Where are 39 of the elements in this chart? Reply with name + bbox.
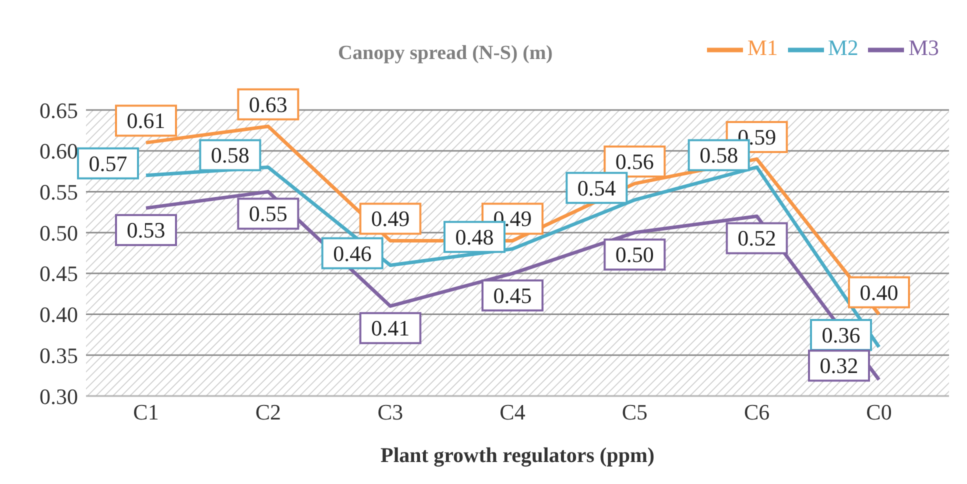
x-tick-label: C2 (255, 400, 282, 425)
data-label: 0.41 (371, 316, 410, 341)
y-tick-label: 0.60 (40, 138, 78, 164)
x-tick-label: C3 (377, 400, 404, 425)
y-tick-label: 0.40 (40, 302, 78, 328)
x-tick-label: C4 (500, 400, 526, 425)
data-label: 0.54 (577, 175, 616, 200)
data-label: 0.63 (248, 92, 288, 117)
x-axis-title: Plant growth regulators (ppm) (380, 443, 654, 467)
data-label: 0.52 (738, 226, 776, 251)
data-label: 0.53 (126, 218, 166, 243)
data-label: 0.40 (860, 280, 898, 305)
chart-title: Canopy spread (N-S) (m) (338, 42, 553, 65)
y-tick-label: 0.65 (40, 98, 78, 123)
y-tick-label: 0.55 (40, 180, 78, 205)
data-label: 0.45 (493, 282, 532, 308)
x-tick-label: C1 (133, 400, 159, 425)
data-label: 0.57 (88, 150, 128, 176)
x-tick-label: C5 (622, 400, 648, 425)
data-label: 0.55 (248, 201, 288, 226)
legend-label: M2 (828, 35, 858, 60)
data-label: 0.46 (333, 240, 372, 266)
data-label: 0.32 (820, 353, 858, 378)
data-label: 0.56 (615, 149, 654, 174)
x-tick-label: C0 (866, 400, 892, 425)
y-tick-label: 0.30 (40, 384, 78, 409)
legend-label: M1 (747, 35, 778, 60)
data-label: 0.58 (210, 142, 250, 168)
data-label: 0.61 (126, 108, 166, 134)
legend-label: M3 (908, 35, 939, 60)
data-label: 0.36 (822, 322, 860, 348)
y-tick-label: 0.50 (40, 220, 78, 246)
x-tick-label: C6 (744, 400, 770, 425)
data-label: 0.48 (455, 224, 494, 250)
y-tick-label: 0.45 (40, 261, 78, 286)
data-label: 0.49 (371, 206, 410, 232)
data-label: 0.50 (615, 242, 654, 268)
data-label: 0.58 (700, 142, 738, 168)
y-tick-label: 0.35 (40, 342, 78, 368)
